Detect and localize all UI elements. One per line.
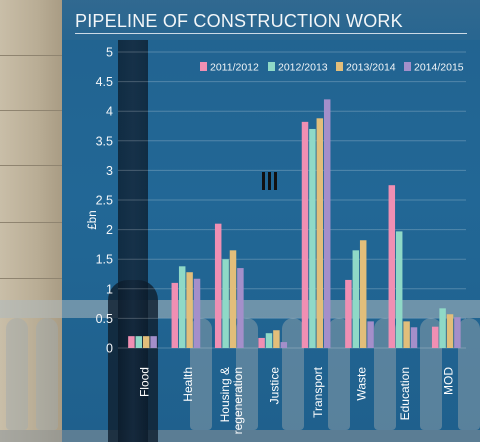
bar-housing-regeneration-2013/2014 xyxy=(229,250,237,348)
bar-waste-2012/2013 xyxy=(352,250,360,348)
y-tick-label: 4.5 xyxy=(96,75,113,89)
bar-justice-2011/2012 xyxy=(258,337,265,348)
bar-housing-regeneration-2014/2015 xyxy=(237,268,244,348)
bar-waste-2014/2015 xyxy=(367,321,374,348)
chart-title: PIPELINE OF CONSTRUCTION WORK xyxy=(75,11,403,31)
x-tick-label: regeneration xyxy=(231,367,245,434)
x-tick-label: Waste xyxy=(355,367,369,401)
legend-swatch xyxy=(268,62,275,71)
legend-label: 2014/2015 xyxy=(414,62,464,74)
lamp-post xyxy=(118,40,148,442)
x-tick-label-group: Education xyxy=(398,367,412,420)
legend-label: 2011/2012 xyxy=(210,62,259,74)
x-tick-label-group: Transport xyxy=(311,366,325,418)
y-tick-label: 2.5 xyxy=(96,194,113,208)
bar-justice-2014/2015 xyxy=(280,342,288,348)
y-axis-label-group: £bn xyxy=(87,210,99,229)
y-tick-label: 0 xyxy=(106,342,113,356)
bar-housing-regeneration-2011/2012 xyxy=(214,223,222,348)
y-tick-label: 0.5 xyxy=(96,312,113,326)
bar-flood-2012/2013 xyxy=(135,336,143,348)
legend-swatch xyxy=(404,62,411,71)
bar-flood-2013/2014 xyxy=(142,336,150,348)
bar-health-2013/2014 xyxy=(186,272,193,348)
y-tick-label: 1.5 xyxy=(96,253,113,267)
title-underline xyxy=(75,33,467,34)
y-axis-label: £bn xyxy=(87,210,99,229)
x-tick-label: Transport xyxy=(311,366,325,418)
bar-health-2011/2012 xyxy=(171,282,179,348)
bar-transport-2011/2012 xyxy=(301,121,309,348)
x-tick-label-group: Justice xyxy=(268,367,282,405)
bar-health-2014/2015 xyxy=(193,278,201,348)
bar-justice-2012/2013 xyxy=(265,333,273,348)
y-tick-label: 1 xyxy=(106,282,113,296)
bar-mod-2014/2015 xyxy=(454,317,461,348)
x-tick-label-group: Waste xyxy=(355,367,369,401)
bar-transport-2013/2014 xyxy=(316,118,324,348)
legend-label: 2012/2013 xyxy=(278,62,328,74)
bar-flood-2011/2012 xyxy=(128,336,135,348)
legend-label: 2013/2014 xyxy=(346,62,396,74)
bar-transport-2014/2015 xyxy=(323,99,331,348)
x-tick-label: Health xyxy=(181,367,195,402)
y-tick-label: 5 xyxy=(106,46,113,60)
y-tick-label: 4 xyxy=(106,105,113,119)
x-tick-label: Flood xyxy=(138,367,152,397)
bar-waste-2011/2012 xyxy=(345,279,352,348)
bar-education-2011/2012 xyxy=(388,185,396,348)
legend-swatch xyxy=(200,62,207,71)
y-tick-label: 3.5 xyxy=(96,134,113,148)
y-tick-label: 2 xyxy=(106,223,113,237)
legend: 2011/2012 2012/2013 2013/2014 2014/2015 xyxy=(200,62,464,74)
x-tick-label-group: Housing & regeneration xyxy=(218,367,245,434)
bar-education-2012/2013 xyxy=(395,231,403,348)
legend-swatch xyxy=(336,62,343,71)
x-tick-label-group: Health xyxy=(181,367,195,402)
stone-wall-photo xyxy=(0,0,62,442)
bar-waste-2013/2014 xyxy=(359,240,367,348)
bar-mod-2011/2012 xyxy=(431,326,439,348)
gridlines xyxy=(118,51,466,349)
bar-mod-2013/2014 xyxy=(446,314,454,348)
x-tick-label-group: Flood xyxy=(138,367,152,397)
bar-education-2013/2014 xyxy=(403,321,410,348)
bar-education-2014/2015 xyxy=(410,327,418,348)
bar-justice-2013/2014 xyxy=(273,330,280,348)
bar-transport-2012/2013 xyxy=(309,128,316,348)
x-tick-label: Housing & xyxy=(218,367,232,422)
bars xyxy=(128,99,461,348)
bar-health-2012/2013 xyxy=(178,266,186,348)
x-tick-label-group: MOD xyxy=(441,367,455,395)
x-axis-ticks: Flood Health Housing & regeneration Justice T… xyxy=(138,366,456,434)
y-axis-ticks: 0 0.5 1 1.5 2 2.5 3 3.5 4 4.5 5 xyxy=(96,46,113,356)
bar-housing-regeneration-2012/2013 xyxy=(222,259,229,348)
x-tick-label: Education xyxy=(398,367,412,420)
bar-flood-2014/2015 xyxy=(150,336,157,348)
x-tick-label: Justice xyxy=(268,367,282,405)
x-tick-label: MOD xyxy=(441,367,455,395)
bar-mod-2012/2013 xyxy=(439,308,446,348)
y-tick-label: 3 xyxy=(106,164,113,178)
